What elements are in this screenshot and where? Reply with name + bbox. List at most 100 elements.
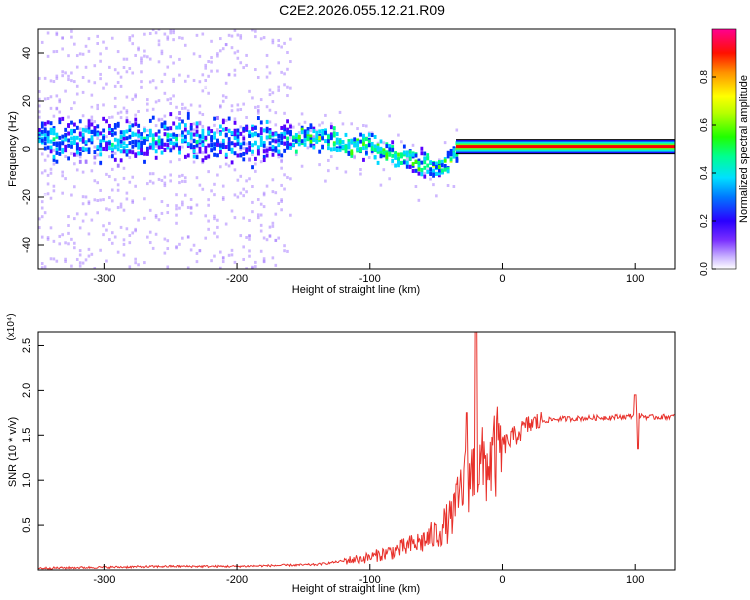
spectrogram-cell <box>134 132 138 137</box>
spectrogram-cell <box>224 162 228 166</box>
spectrogram-cell <box>38 110 41 114</box>
spectrogram-cell <box>216 218 219 222</box>
spectrogram-cell <box>362 138 365 143</box>
spectrogram-cell <box>99 77 102 81</box>
spectrogram-cell <box>61 74 64 78</box>
spectrogram-cell <box>151 246 155 250</box>
spectrogram-cell <box>46 236 50 240</box>
spectrogram-cell <box>75 153 79 157</box>
spectrogram-cell <box>122 141 126 146</box>
spectrogram-cell <box>248 147 252 152</box>
spectrogram-cell <box>84 125 88 129</box>
spectrogram-cell <box>146 108 149 112</box>
spectrogram-cell <box>70 79 73 83</box>
spectrogram-cell <box>151 115 155 120</box>
spectrogram-cell <box>131 199 135 203</box>
spectrogram-cell <box>40 40 44 44</box>
spectrogram-cell <box>64 241 67 245</box>
spectrogram-cell <box>362 157 365 162</box>
spectrogram-cell <box>265 184 269 188</box>
spectrogram-cell <box>75 150 79 155</box>
spectrogram-cell <box>268 120 272 124</box>
spectrogram-cell <box>300 127 304 132</box>
spectrogram-cell <box>146 55 149 59</box>
spectrogram-cell <box>335 140 339 145</box>
spectrogram-cell <box>81 127 85 132</box>
y-tick-label: 20 <box>21 95 33 107</box>
spectrogram-cell <box>140 151 143 156</box>
spectrogram-cell <box>166 265 170 269</box>
spectrogram-cell <box>61 134 65 139</box>
spectrogram-cell <box>207 170 210 174</box>
spectrogram-cell <box>271 221 275 225</box>
spectrogram-cell <box>90 135 94 140</box>
spectrogram-cell <box>108 116 111 120</box>
colorbar-tick-label: 0.6 <box>699 118 710 132</box>
spectrogram-cell <box>137 129 141 134</box>
spectrogram-cell <box>73 152 76 157</box>
spectrogram-cell <box>81 195 85 199</box>
spectrogram-cell <box>157 60 161 64</box>
spectrogram-cell <box>251 200 254 204</box>
spectrogram-cell <box>93 120 97 124</box>
spectrogram-cell <box>64 137 68 142</box>
spectrogram-cell <box>207 203 210 207</box>
spectrogram-cell <box>122 149 126 154</box>
spectrogram-cell <box>61 191 64 195</box>
spectrogram-cell <box>58 47 62 51</box>
spectrogram-cell <box>52 141 56 146</box>
spectrogram-cell <box>131 97 135 101</box>
spectrogram-cell <box>394 155 397 160</box>
spectrogram-cell <box>140 143 143 148</box>
spectrogram-cell <box>178 73 181 77</box>
spectrogram-cell <box>134 139 138 144</box>
spectrogram-cell <box>67 138 70 143</box>
spectrogram-cell <box>254 265 257 269</box>
spectrogram-cell <box>353 156 356 160</box>
spectrogram-cell <box>405 153 409 158</box>
spectrogram-cell <box>175 143 179 148</box>
spectrogram-cell <box>353 137 357 142</box>
spectrogram-cell <box>154 155 158 160</box>
spectrogram-cell <box>338 147 342 152</box>
spectrogram-cell <box>411 162 415 167</box>
spectrogram-cell <box>236 56 240 60</box>
spectrogram-cell <box>254 46 257 50</box>
spectrogram-cell <box>134 153 138 158</box>
spectrogram-cell <box>131 140 135 145</box>
spectrogram-cell <box>367 143 371 148</box>
spectrogram-cell <box>43 193 47 197</box>
spectrogram-cell <box>356 147 360 152</box>
spectrogram-cell <box>146 151 149 156</box>
spectrogram-cell <box>137 109 140 113</box>
spectrogram-cell <box>157 29 161 31</box>
spectrogram-cell <box>245 235 248 239</box>
spectrogram-cell <box>137 145 141 150</box>
spectrogram-cell <box>265 135 269 140</box>
spectrogram-cell <box>90 169 94 173</box>
spectrogram-cell <box>236 131 240 136</box>
spectrogram-cell <box>128 66 132 70</box>
spectrogram-cell <box>49 130 53 135</box>
spectrogram-cell <box>169 146 172 150</box>
spectrogram-cell <box>242 66 245 70</box>
spectrogram-cell <box>169 97 172 101</box>
spectrogram-cell <box>289 142 292 147</box>
spectrogram-cell <box>108 63 111 67</box>
spectrogram-cell <box>219 143 222 148</box>
spectrogram-cell <box>99 152 103 157</box>
spectrogram-cell <box>321 136 324 141</box>
spectrogram-cell <box>128 233 132 237</box>
spectrogram-cell <box>268 234 272 238</box>
spectrogram-cell <box>55 74 59 78</box>
spectrogram-cell <box>125 111 129 115</box>
spectrogram-cell <box>143 216 146 220</box>
spectrogram-cell <box>84 65 88 69</box>
spectrogram-cell <box>324 179 327 183</box>
spectrogram-cell <box>391 158 395 163</box>
spectrogram-cell <box>99 188 102 192</box>
spectrogram-cell <box>172 141 176 146</box>
spectrogram-cell <box>239 174 243 178</box>
spectrogram-cell <box>283 72 286 76</box>
